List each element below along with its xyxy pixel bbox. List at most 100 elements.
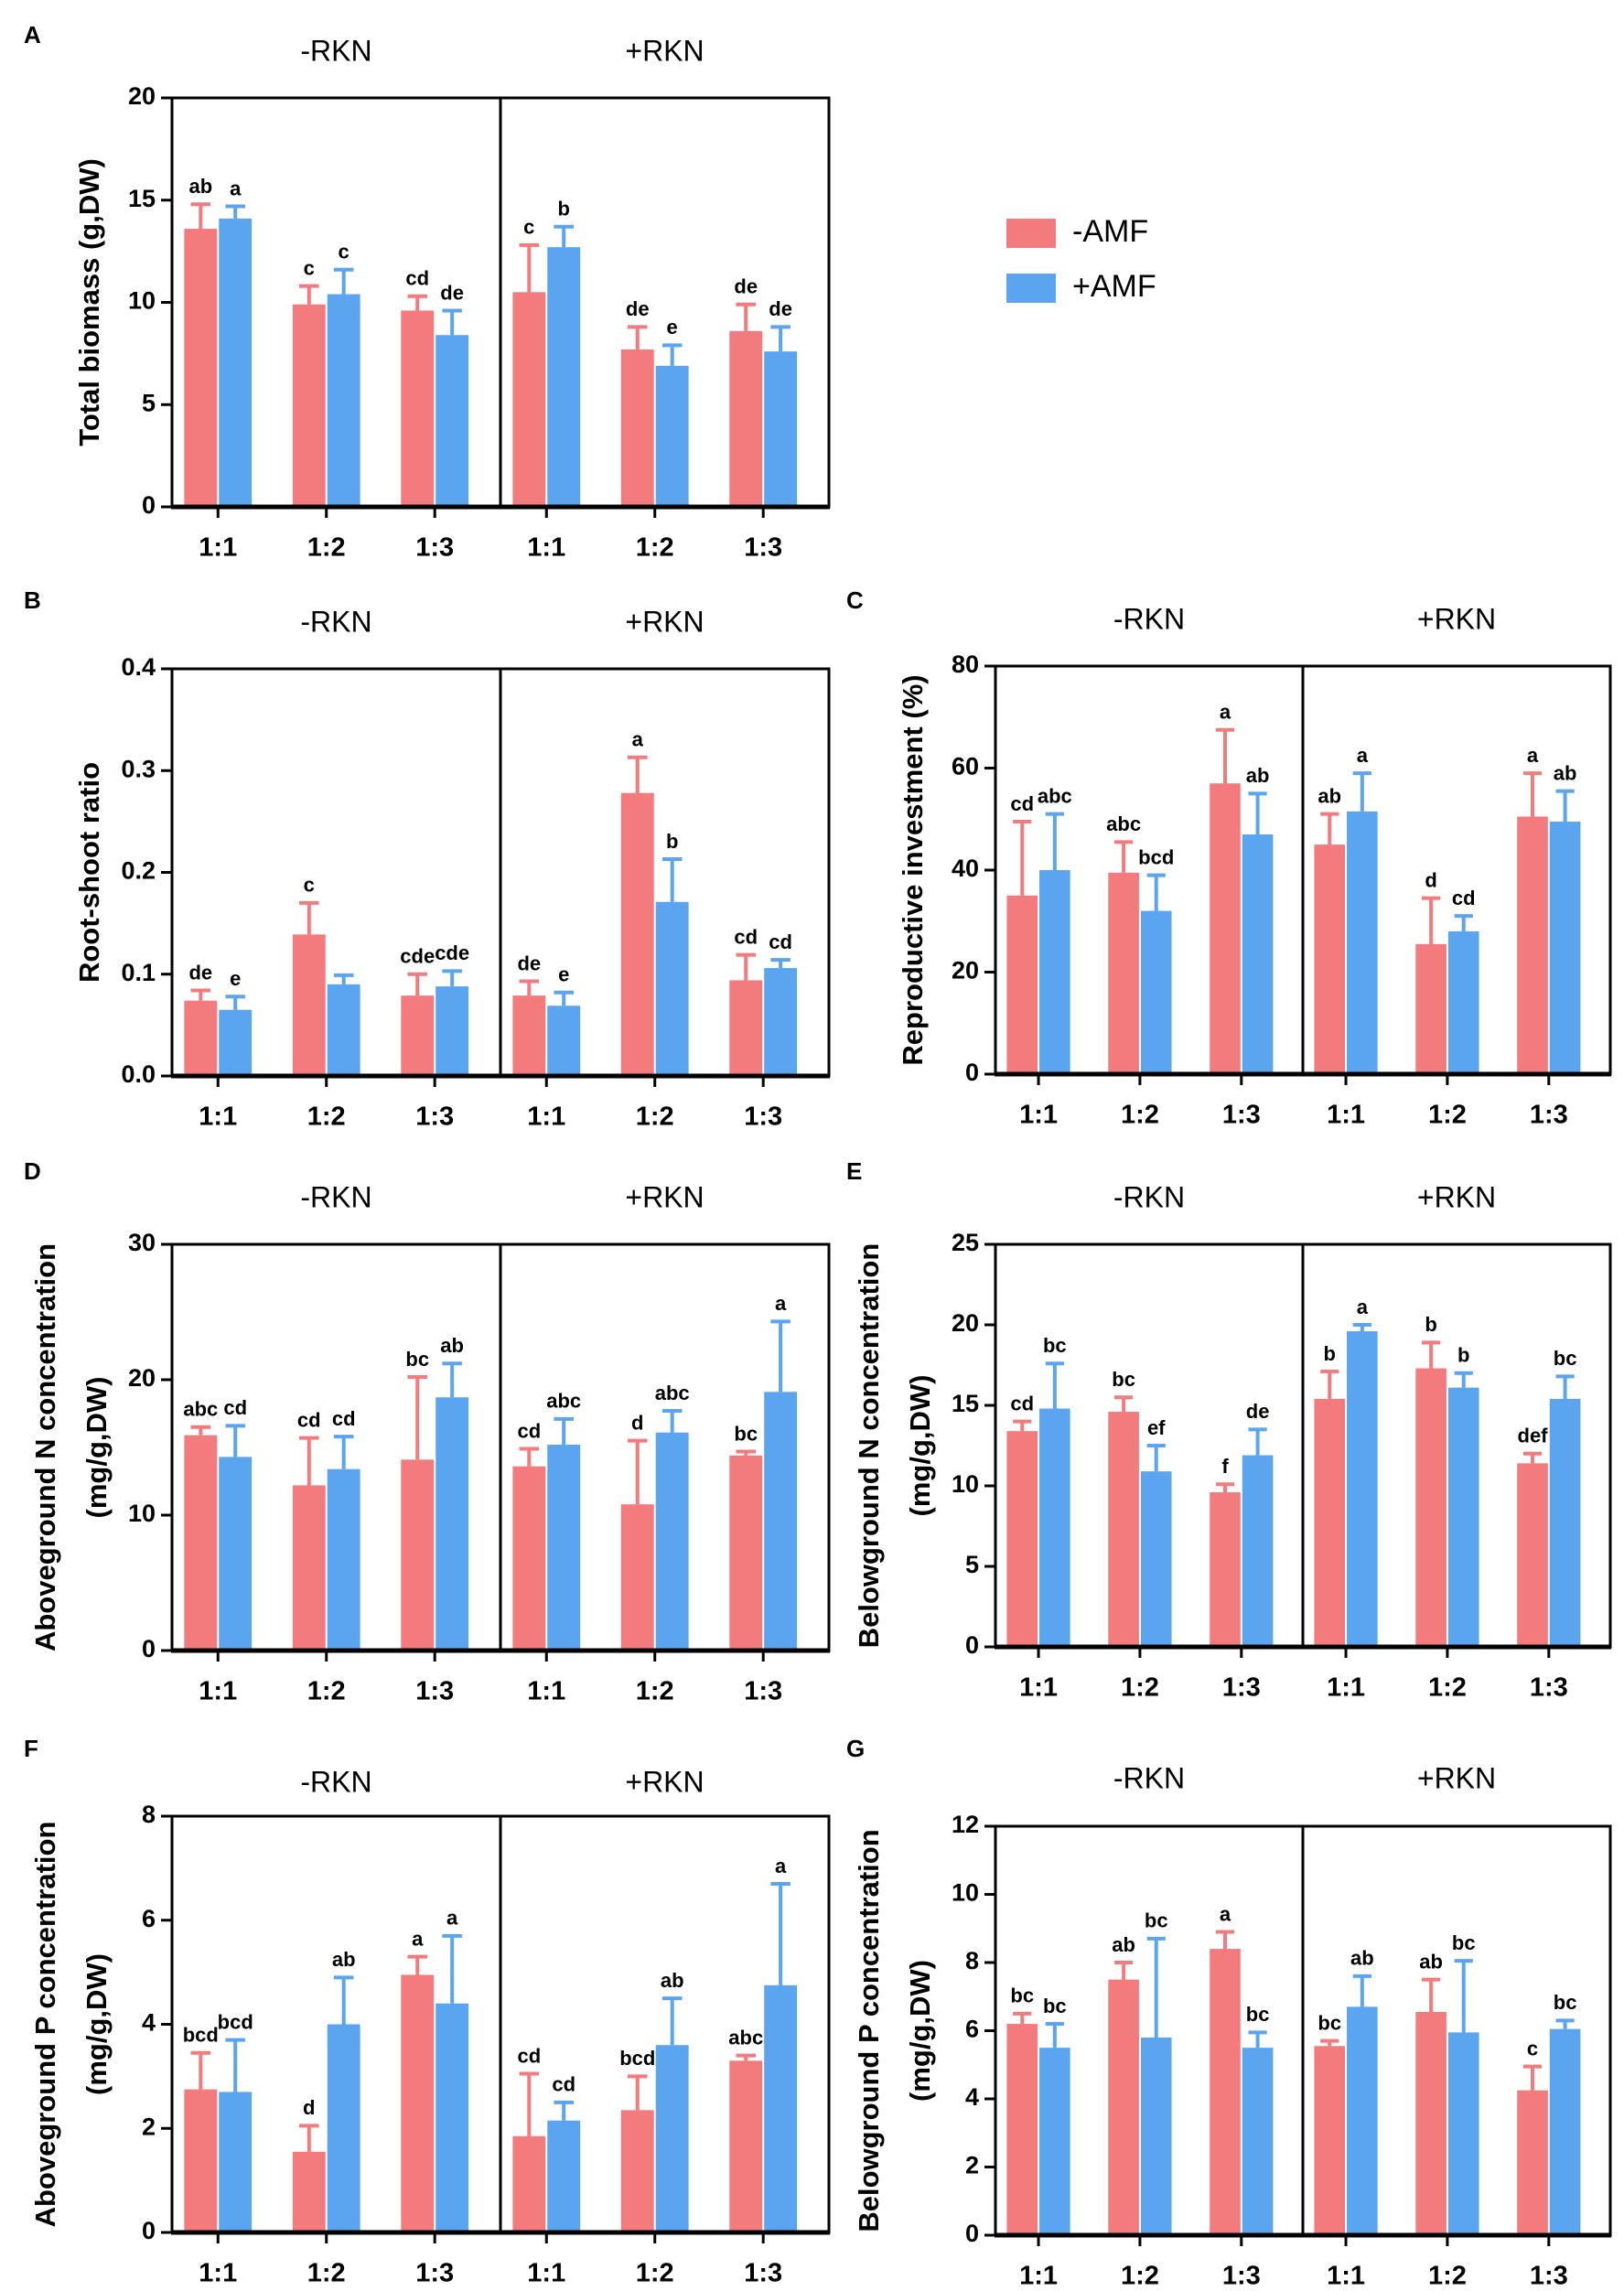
y-tick-label: 12 (952, 1811, 979, 1838)
bar (655, 2045, 689, 2232)
x-tick-label: 1:1 (199, 1677, 237, 1706)
significance-label: a (632, 728, 644, 751)
group-title: +RKN (1417, 602, 1496, 635)
bar (1006, 2024, 1038, 2235)
group-title: +RKN (1417, 1180, 1496, 1213)
significance-label: de (626, 297, 650, 320)
bar (292, 2151, 326, 2232)
x-tick-label: 1:1 (199, 2259, 237, 2288)
significance-label: ab (1246, 764, 1270, 787)
group-title: +RKN (625, 1180, 704, 1213)
bar (327, 1468, 360, 1651)
bar (1006, 1431, 1038, 1647)
x-tick-label: 1:3 (744, 533, 782, 563)
significance-label: de (769, 297, 792, 320)
x-tick-label: 1:2 (1428, 1101, 1467, 1130)
significance-label: f (1221, 1455, 1229, 1478)
x-tick-label: 1:3 (1222, 1673, 1261, 1703)
significance-label: de (1246, 1400, 1270, 1423)
significance-label: a (1220, 1902, 1231, 1925)
bar (401, 310, 435, 507)
group-title: -RKN (300, 34, 371, 67)
x-tick-label: 1:1 (527, 533, 565, 563)
y-tick-label: 0 (965, 1631, 979, 1659)
x-tick-label: 1:3 (415, 1102, 454, 1132)
bar (436, 986, 469, 1076)
x-tick-label: 1:2 (636, 1102, 674, 1132)
y-tick-label: 10 (128, 287, 156, 315)
bar (1108, 872, 1139, 1074)
significance-label: c (1527, 2037, 1538, 2060)
bar (184, 2089, 218, 2232)
bar (401, 1974, 435, 2232)
significance-label: bc (1317, 2011, 1341, 2034)
group-title: -RKN (300, 1180, 371, 1213)
bar (1314, 1398, 1346, 1647)
bar (655, 901, 689, 1076)
bar (1108, 1979, 1139, 2235)
bar (1140, 1471, 1172, 1647)
bar (1549, 2028, 1581, 2235)
y-tick-label: 20 (128, 82, 156, 110)
significance-label: a (1527, 744, 1539, 767)
x-tick-label: 1:2 (307, 2259, 346, 2288)
bar (219, 218, 253, 508)
bar (512, 292, 546, 507)
significance-label: bc (405, 1348, 429, 1371)
bar (1347, 811, 1378, 1074)
significance-label: cd (734, 925, 758, 948)
bar (1006, 895, 1038, 1074)
x-tick-label: 1:2 (1121, 1101, 1159, 1130)
bar (1210, 1492, 1241, 1647)
x-tick-label: 1:2 (1121, 2262, 1159, 2291)
x-tick-label: 1:3 (1530, 2262, 1568, 2291)
y-tick-label: 10 (952, 1470, 979, 1498)
y-axis-label: (mg/g,DW) (904, 1960, 936, 2102)
bar (547, 247, 581, 507)
bar (1517, 2090, 1548, 2235)
significance-label: cd (517, 2044, 541, 2067)
significance-label: a (775, 1855, 787, 1877)
bar (1347, 1331, 1378, 1647)
bar (547, 1445, 581, 1651)
bar (327, 984, 360, 1076)
x-tick-label: 1:1 (199, 533, 237, 563)
bar (764, 968, 798, 1076)
bar (764, 1984, 798, 2232)
significance-label: d (1425, 868, 1436, 891)
y-tick-label: 0 (142, 2217, 156, 2244)
significance-label: c (304, 256, 315, 279)
significance-label: ab (1554, 761, 1577, 784)
y-tick-label: 60 (952, 753, 979, 780)
y-tick-label: 0 (142, 1635, 156, 1662)
legend-swatch (1006, 219, 1056, 248)
significance-label: bc (1043, 1334, 1067, 1357)
significance-label: b (1324, 1342, 1336, 1365)
bar (436, 335, 469, 507)
bar (292, 1485, 326, 1651)
significance-label: b (557, 198, 569, 220)
significance-label: cd (405, 267, 429, 290)
x-tick-label: 1:2 (307, 533, 346, 563)
significance-label: ab (1419, 1950, 1443, 1973)
bar (1517, 816, 1548, 1074)
bar (512, 995, 546, 1076)
x-tick-label: 1:1 (1327, 2262, 1365, 2291)
y-tick-label: 8 (142, 1801, 156, 1828)
bar (729, 980, 763, 1076)
panel-letter: C (846, 586, 864, 614)
x-tick-label: 1:1 (527, 1677, 565, 1706)
significance-label: c (339, 241, 350, 264)
significance-label: def (1518, 1425, 1549, 1447)
y-tick-label: 20 (952, 1309, 979, 1337)
bar (401, 995, 435, 1076)
significance-label: d (631, 1411, 643, 1434)
y-axis-label: (mg/g,DW) (81, 1953, 113, 2095)
y-axis-label: Reproductive investment (%) (897, 674, 929, 1065)
significance-label: e (230, 967, 241, 990)
significance-label: ab (188, 175, 212, 198)
bar (620, 349, 654, 507)
y-tick-label: 5 (142, 389, 156, 416)
significance-label: abc (1038, 784, 1072, 807)
y-tick-label: 4 (965, 2083, 979, 2111)
